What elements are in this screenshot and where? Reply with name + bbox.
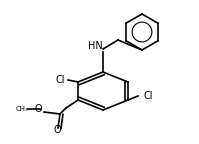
Text: CH₃: CH₃ [16, 106, 28, 112]
Text: HN: HN [88, 41, 102, 51]
Text: O: O [34, 104, 42, 114]
Text: Cl: Cl [55, 75, 65, 85]
Text: Cl: Cl [143, 91, 153, 101]
Text: O: O [53, 125, 61, 135]
